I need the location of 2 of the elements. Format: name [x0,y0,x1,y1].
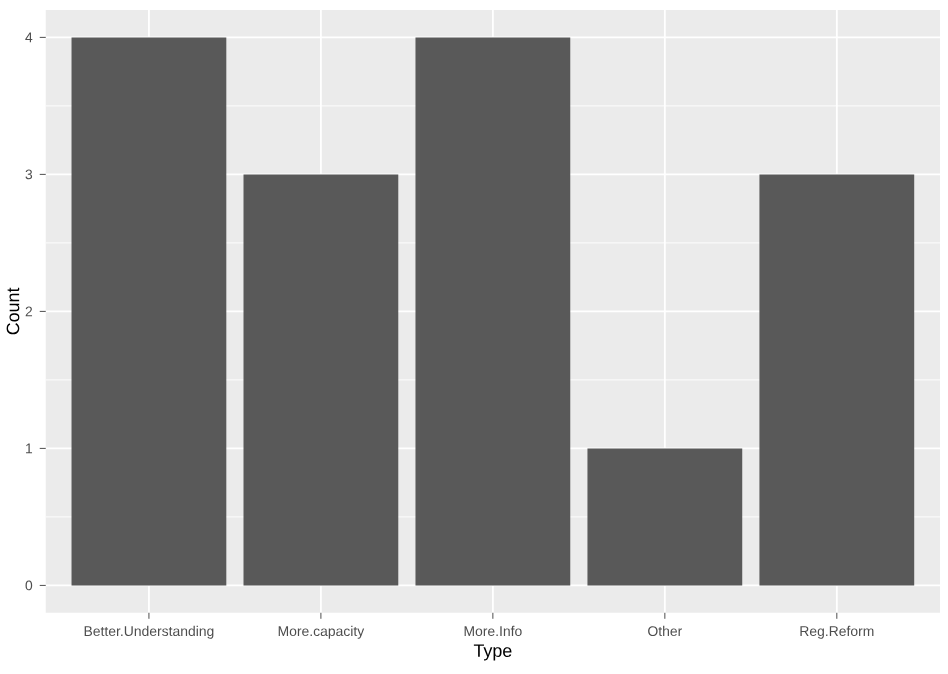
y-axis-title: Count [6,287,20,335]
x-axis-title: Type [473,644,512,661]
